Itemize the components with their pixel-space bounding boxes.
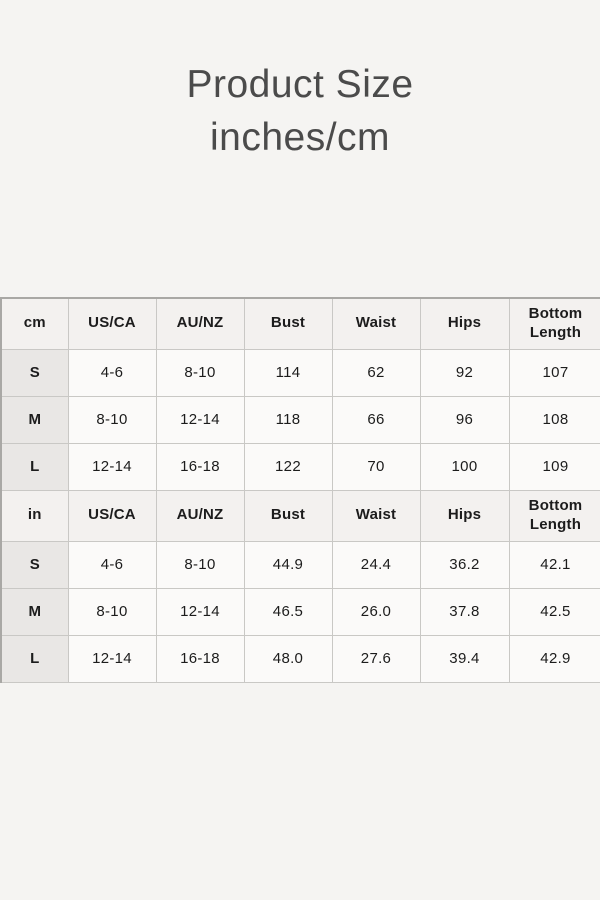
column-header-aunz: AU/NZ [155,297,245,350]
page-title-line1: Product Size [186,63,414,106]
table-row-cm-m: M 8-10 12-14 118 66 96 108 [0,395,600,444]
row-label: L [0,442,69,491]
table-header-row-cm: cm US/CA AU/NZ Bust Waist Hips Bottom Le… [0,297,600,350]
table-cell: 8-10 [155,348,245,397]
table-row-in-m: M 8-10 12-14 46.5 26.0 37.8 42.5 [0,587,600,636]
page-title-line2: inches/cm [209,116,391,159]
table-cell: 44.9 [243,540,333,589]
row-label: M [0,395,69,444]
column-header-bust: Bust [243,489,333,542]
table-header-row-in: in US/CA AU/NZ Bust Waist Hips Bottom Le… [0,489,600,542]
table-cell: 12-14 [67,442,157,491]
row-label: S [0,540,69,589]
table-cell: 4-6 [67,348,157,397]
column-header-bottom-length: Bottom Length [508,297,600,350]
size-chart-table: cm US/CA AU/NZ Bust Waist Hips Bottom Le… [0,297,600,683]
table-cell: 16-18 [155,634,245,683]
table-cell: 108 [508,395,600,444]
table-cell: 42.9 [508,634,600,683]
table-cell: 8-10 [67,587,157,636]
table-cell: 92 [419,348,510,397]
table-cell: 8-10 [67,395,157,444]
column-header-waist: Waist [331,297,421,350]
table-cell: 48.0 [243,634,333,683]
column-header-unit-cm: cm [0,297,69,350]
table-cell: 109 [508,442,600,491]
table-cell: 114 [243,348,333,397]
table-cell: 46.5 [243,587,333,636]
column-header-hips: Hips [419,489,510,542]
column-header-hips: Hips [419,297,510,350]
table-row-cm-l: L 12-14 16-18 122 70 100 109 [0,442,600,491]
column-header-bust: Bust [243,297,333,350]
column-header-bottom-length: Bottom Length [508,489,600,542]
table-cell: 16-18 [155,442,245,491]
row-label: L [0,634,69,683]
table-cell: 8-10 [155,540,245,589]
table-row-in-s: S 4-6 8-10 44.9 24.4 36.2 42.1 [0,540,600,589]
column-header-usca: US/CA [67,297,157,350]
table-cell: 42.5 [508,587,600,636]
table-cell: 96 [419,395,510,444]
row-label: M [0,587,69,636]
table-cell: 37.8 [419,587,510,636]
column-header-aunz: AU/NZ [155,489,245,542]
table-cell: 118 [243,395,333,444]
table-cell: 39.4 [419,634,510,683]
table-cell: 70 [331,442,421,491]
table-cell: 100 [419,442,510,491]
table-row-in-l: L 12-14 16-18 48.0 27.6 39.4 42.9 [0,634,600,683]
table-cell: 107 [508,348,600,397]
column-header-unit-in: in [0,489,69,542]
table-cell: 122 [243,442,333,491]
table-cell: 36.2 [419,540,510,589]
column-header-waist: Waist [331,489,421,542]
page-title: Product Size inches/cm [0,58,600,164]
table-row-cm-s: S 4-6 8-10 114 62 92 107 [0,348,600,397]
table-cell: 12-14 [67,634,157,683]
table-cell: 24.4 [331,540,421,589]
table-cell: 66 [331,395,421,444]
table-cell: 12-14 [155,395,245,444]
table-cell: 42.1 [508,540,600,589]
table-cell: 4-6 [67,540,157,589]
column-header-usca: US/CA [67,489,157,542]
table-cell: 27.6 [331,634,421,683]
table-cell: 62 [331,348,421,397]
table-cell: 12-14 [155,587,245,636]
row-label: S [0,348,69,397]
table-cell: 26.0 [331,587,421,636]
